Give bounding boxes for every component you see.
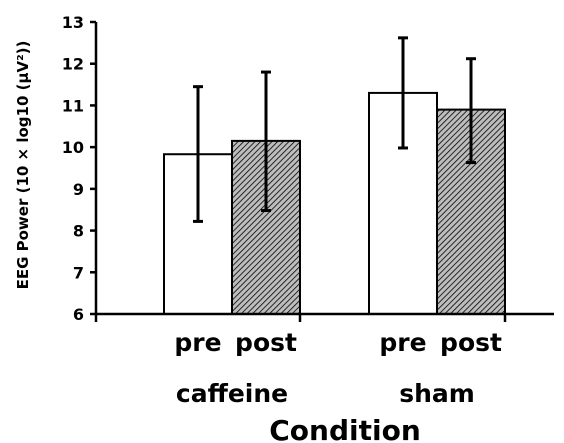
y-tick-label-11: 11 [62,96,84,115]
bars-layer [163,91,506,315]
y-tick-label-10: 10 [62,138,84,157]
condition-label-sham-pre: pre [379,328,426,357]
error-bars-layer [193,36,476,223]
condition-label-sham-post: post [440,328,502,357]
y-tick-label-6: 6 [73,305,84,324]
x-axis-label: Condition [269,414,421,443]
y-tick-label-8: 8 [73,222,84,241]
group-label-sham: sham [399,379,475,408]
axes-layer [90,20,554,322]
group-label-caffeine: caffeine [176,379,288,408]
y-tick-label-9: 9 [73,180,84,199]
condition-label-caffeine-post: post [235,328,297,357]
y-tick-label-7: 7 [73,263,84,282]
y-tick-label-12: 12 [62,55,84,74]
condition-label-caffeine-pre: pre [174,328,221,357]
y-axis-label: EEG Power (10 × log10 (μV²)) [14,41,32,290]
y-tick-label-13: 13 [62,13,84,32]
bar-sham-post [436,108,506,315]
